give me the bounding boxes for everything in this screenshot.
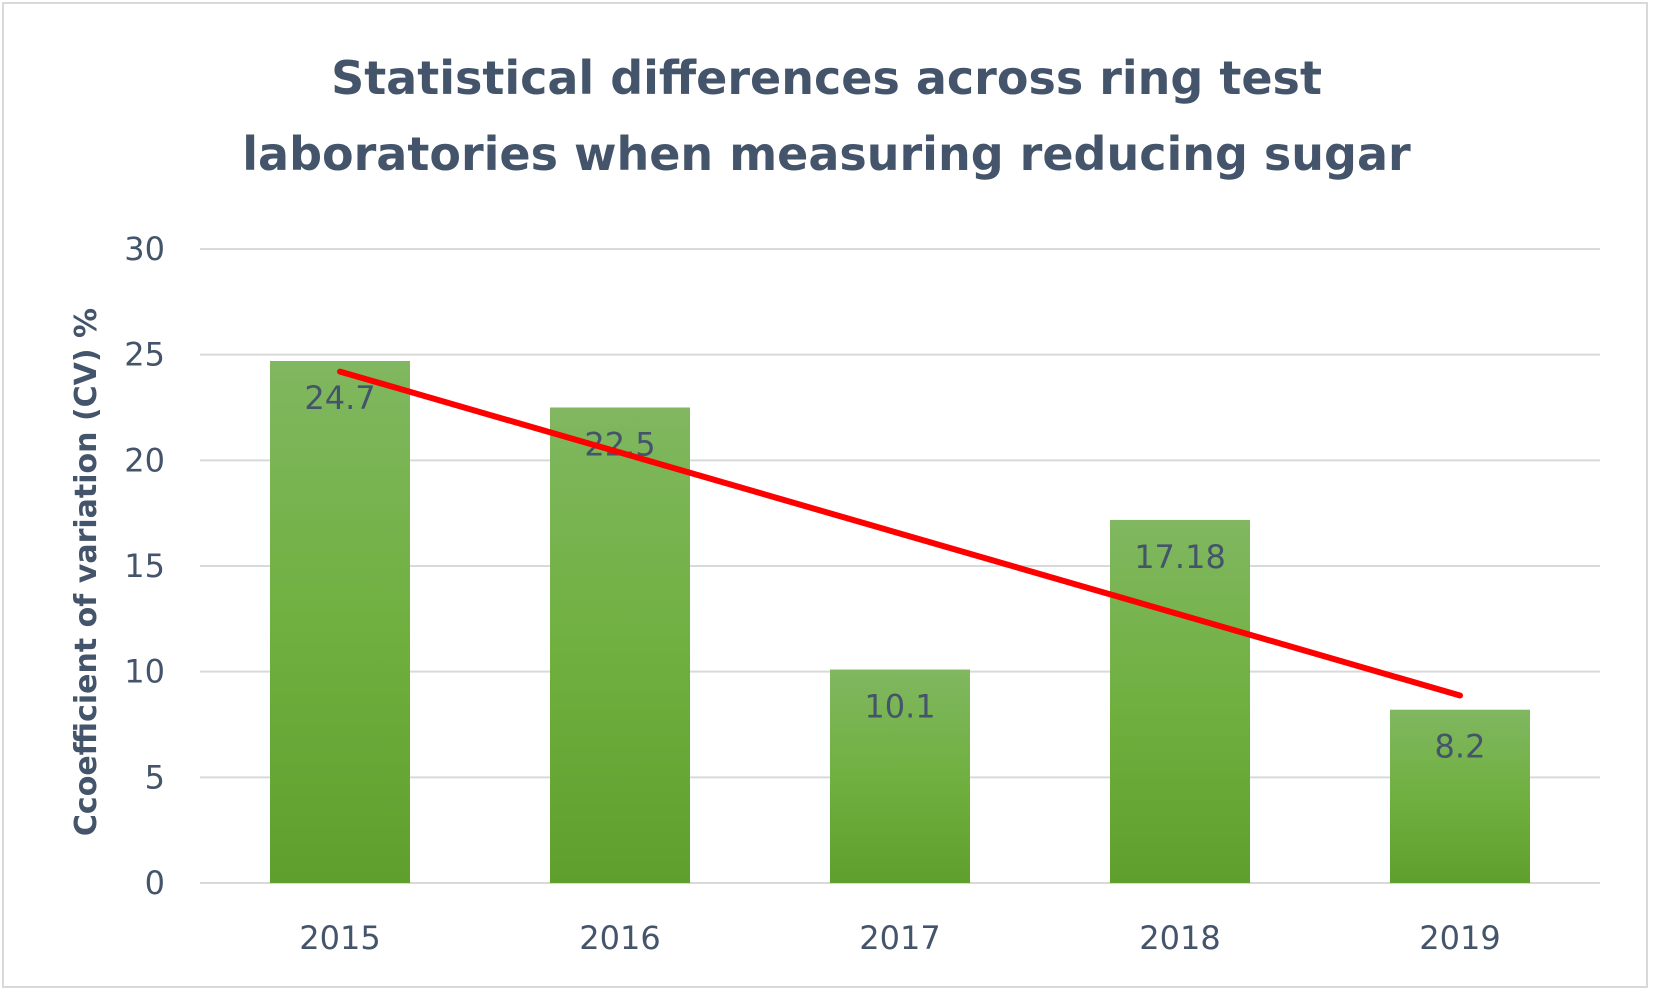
data-label-2017: 10.1	[864, 688, 935, 726]
bars	[270, 361, 1530, 883]
y-tick-label: 30	[124, 230, 165, 268]
bar-2018	[1110, 519, 1250, 883]
x-tick-label: 2018	[1139, 919, 1220, 957]
chart-title-line-2: laboratories when measuring reducing sug…	[242, 127, 1411, 181]
bar-2017	[830, 669, 970, 883]
y-tick-label: 0	[145, 864, 165, 902]
bar-2015	[270, 361, 410, 883]
y-tick-label: 25	[124, 336, 165, 374]
x-tick-label: 2017	[859, 919, 940, 957]
data-label-2019: 8.2	[1435, 728, 1486, 766]
bar-2016	[550, 407, 690, 883]
data-label-2015: 24.7	[304, 379, 375, 417]
trendline-group	[337, 368, 1463, 699]
y-tick-label: 10	[124, 653, 165, 691]
x-tick-label: 2015	[299, 919, 380, 957]
chart-title: Statistical differences across ring test…	[0, 40, 1653, 192]
y-tick-label: 15	[124, 547, 165, 585]
x-tick-labels: 2015 2016 2017 2018 2019	[299, 919, 1500, 957]
trendline	[337, 368, 1463, 699]
x-tick-label: 2016	[579, 919, 660, 957]
data-labels: 24.722.510.117.188.2	[304, 379, 1485, 766]
bar-2019	[1390, 709, 1530, 883]
y-tick-label: 5	[145, 758, 165, 796]
data-label-2018: 17.18	[1134, 538, 1226, 576]
y-axis-title: Ccoefficient of variation (CV) %	[69, 308, 104, 836]
y-tick-labels: 0 5 10 15 20 25 30	[124, 230, 165, 902]
y-tick-label: 20	[124, 441, 165, 479]
x-tick-label: 2019	[1419, 919, 1500, 957]
chart-title-line-1: Statistical differences across ring test	[331, 51, 1322, 105]
